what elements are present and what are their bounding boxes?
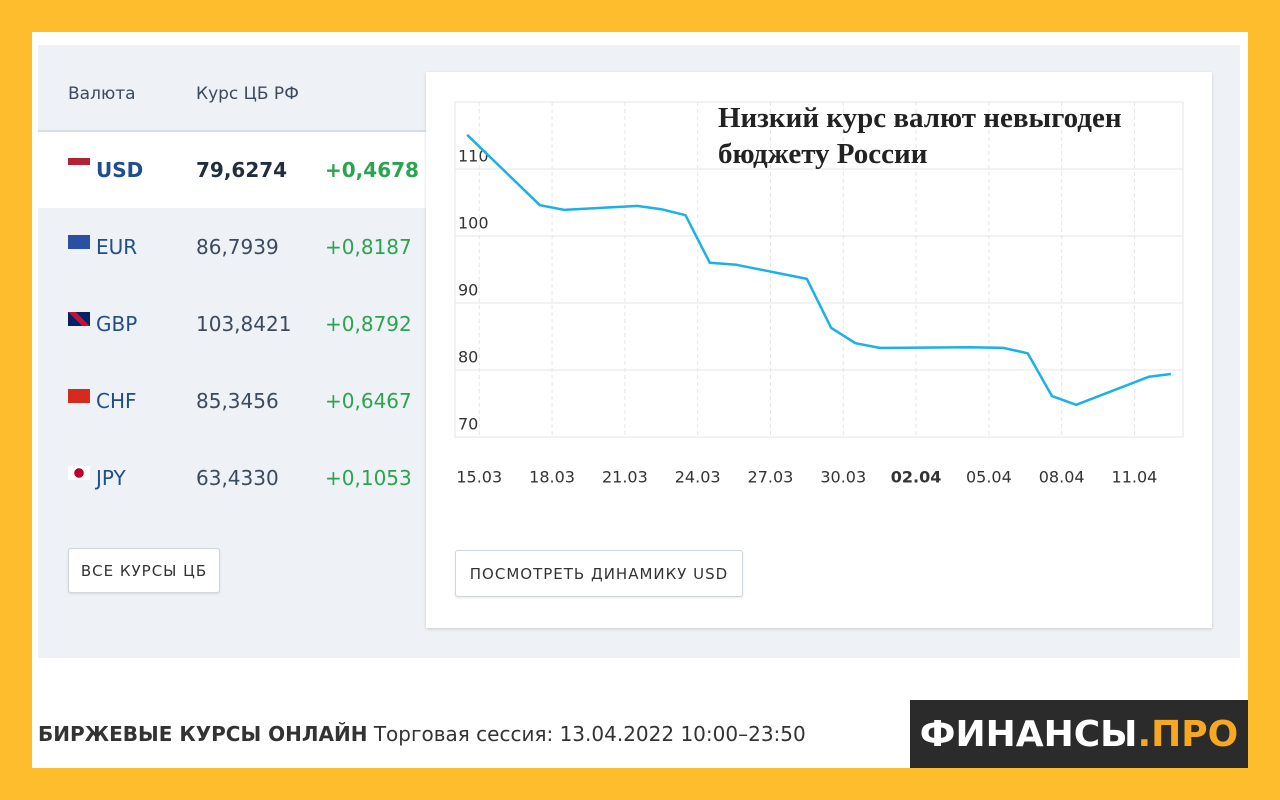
x-tick-label: 11.04 <box>1112 468 1158 487</box>
rate-row: USD 79,6274 +0,4678 <box>38 132 426 208</box>
y-tick-label: 110 <box>458 147 489 166</box>
rate-row: EUR 86,7939 +0,8187 <box>38 209 426 285</box>
rate-row: CHF 85,3456 +0,6467 <box>38 363 426 439</box>
rate-value: 63,4330 <box>196 466 279 490</box>
x-tick-label: 24.03 <box>675 468 721 487</box>
flag-icon <box>68 389 90 403</box>
currency-code: CHF <box>96 389 137 413</box>
divider <box>38 130 426 132</box>
currency-code: JPY <box>96 466 126 490</box>
y-tick-label: 100 <box>458 214 489 233</box>
currency-code: GBP <box>96 312 138 336</box>
rate-row: GBP 103,8421 +0,8792 <box>38 286 426 362</box>
x-tick-label: 08.04 <box>1039 468 1085 487</box>
session-info: Торговая сессия: 13.04.2022 10:00–23:50 <box>373 722 806 746</box>
x-tick-label: 30.03 <box>820 468 866 487</box>
rate-change: +0,4678 <box>325 158 419 182</box>
flag-icon <box>68 466 90 480</box>
currency-code: USD <box>96 158 144 182</box>
logo-name: ФИНАНСЫ <box>919 713 1138 755</box>
rate-value: 86,7939 <box>196 235 279 259</box>
rate-change: +0,6467 <box>325 389 412 413</box>
rate-change: +0,8792 <box>325 312 412 336</box>
x-tick-label: 02.04 <box>891 468 942 487</box>
logo: ФИНАНСЫ .ПРО <box>910 700 1248 768</box>
flag-icon <box>68 158 90 172</box>
footer-title: БИРЖЕВЫЕ КУРСЫ ОНЛАЙН <box>38 722 368 746</box>
y-tick-label: 90 <box>458 281 478 300</box>
rate-row: JPY 63,4330 +0,1053 <box>38 440 426 516</box>
rate-change: +0,8187 <box>325 235 412 259</box>
x-tick-label: 05.04 <box>966 468 1012 487</box>
logo-suffix: .ПРО <box>1137 713 1239 755</box>
x-tick-label: 27.03 <box>748 468 794 487</box>
flag-icon <box>68 235 90 249</box>
x-tick-label: 18.03 <box>529 468 575 487</box>
chart-card <box>426 72 1212 628</box>
flag-icon <box>68 312 90 326</box>
chart-title: Низкий курс валют невыгоден бюджету Росс… <box>718 102 1122 170</box>
rate-value: 103,8421 <box>196 312 292 336</box>
currency-code: EUR <box>96 235 138 259</box>
column-header: Валюта <box>68 84 136 104</box>
x-tick-label: 15.03 <box>456 468 502 487</box>
footer: БИРЖЕВЫЕ КУРСЫ ОНЛАЙН Торговая сессия: 1… <box>38 722 806 746</box>
dynamics-button[interactable]: ПОСМОТРЕТЬ ДИНАМИКУ USD <box>455 550 743 597</box>
rate-change: +0,1053 <box>325 466 412 490</box>
column-header: Курс ЦБ РФ <box>196 84 299 104</box>
all-rates-button[interactable]: ВСЕ КУРСЫ ЦБ <box>68 548 220 593</box>
x-tick-label: 21.03 <box>602 468 648 487</box>
rate-value: 79,6274 <box>196 158 288 182</box>
y-tick-label: 80 <box>458 348 478 367</box>
rate-value: 85,3456 <box>196 389 279 413</box>
data-line <box>466 133 1172 407</box>
y-tick-label: 70 <box>458 415 478 434</box>
